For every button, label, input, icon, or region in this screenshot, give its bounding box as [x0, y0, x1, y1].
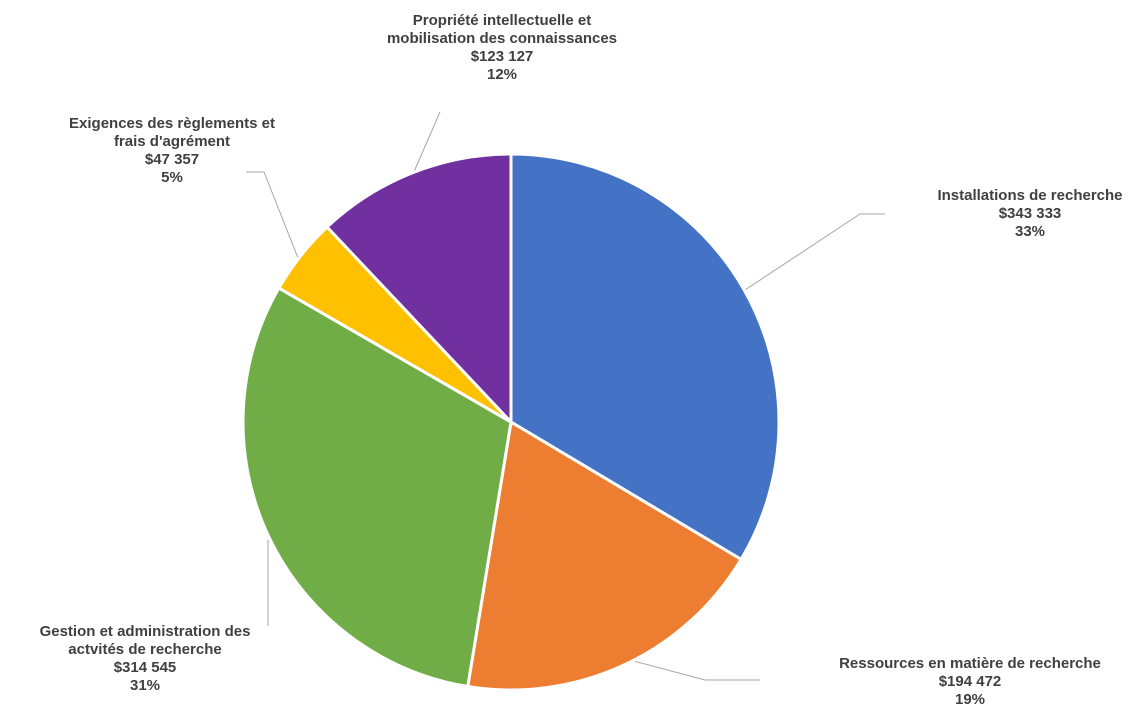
leader-line-5 [412, 111, 441, 175]
pie-slice-1 [509, 152, 781, 562]
leader-line-1 [744, 213, 885, 291]
category-label: Propriété intellectuelle et [413, 12, 591, 29]
pie-slice-3 [241, 285, 513, 689]
category-label: frais d'agrément [114, 133, 230, 150]
pie-slice-2 [466, 419, 744, 692]
value-label: $47 357 [145, 151, 199, 168]
data-label-5: Propriété intellectuelle et mobilisation … [387, 12, 617, 83]
category-label: Ressources en matière de recherche [839, 655, 1101, 672]
data-label-4: Exigences des règlements et frais d'agrém… [69, 115, 275, 186]
percent-label: 33% [1015, 223, 1045, 240]
data-labels: Installations de recherche $343 333 33% Res… [40, 12, 1123, 708]
percent-label: 31% [130, 677, 160, 694]
category-label: Exigences des règlements et [69, 115, 275, 132]
category-label: Installations de recherche [937, 187, 1122, 204]
data-label-1: Installations de recherche $343 333 33% [937, 187, 1122, 240]
percent-label: 5% [161, 169, 183, 186]
value-label: $343 333 [999, 205, 1062, 222]
category-label: Gestion et administration des [40, 623, 251, 640]
value-label: $123 127 [471, 48, 534, 65]
percent-label: 12% [487, 66, 517, 83]
pie-slice-5 [324, 152, 513, 426]
leader-line-2 [629, 659, 760, 681]
category-label: actvités de recherche [68, 641, 221, 658]
category-label: mobilisation des connaissances [387, 30, 617, 47]
pie-slices [241, 152, 781, 692]
data-label-2: Ressources en matière de recherche $194 4… [839, 655, 1101, 708]
leader-lines [246, 111, 885, 681]
value-label: $194 472 [939, 673, 1002, 690]
value-label: $314 545 [114, 659, 177, 676]
percent-label: 19% [955, 691, 985, 708]
data-label-3: Gestion et administration des actvités de… [40, 623, 251, 694]
leader-line-4 [246, 171, 299, 259]
